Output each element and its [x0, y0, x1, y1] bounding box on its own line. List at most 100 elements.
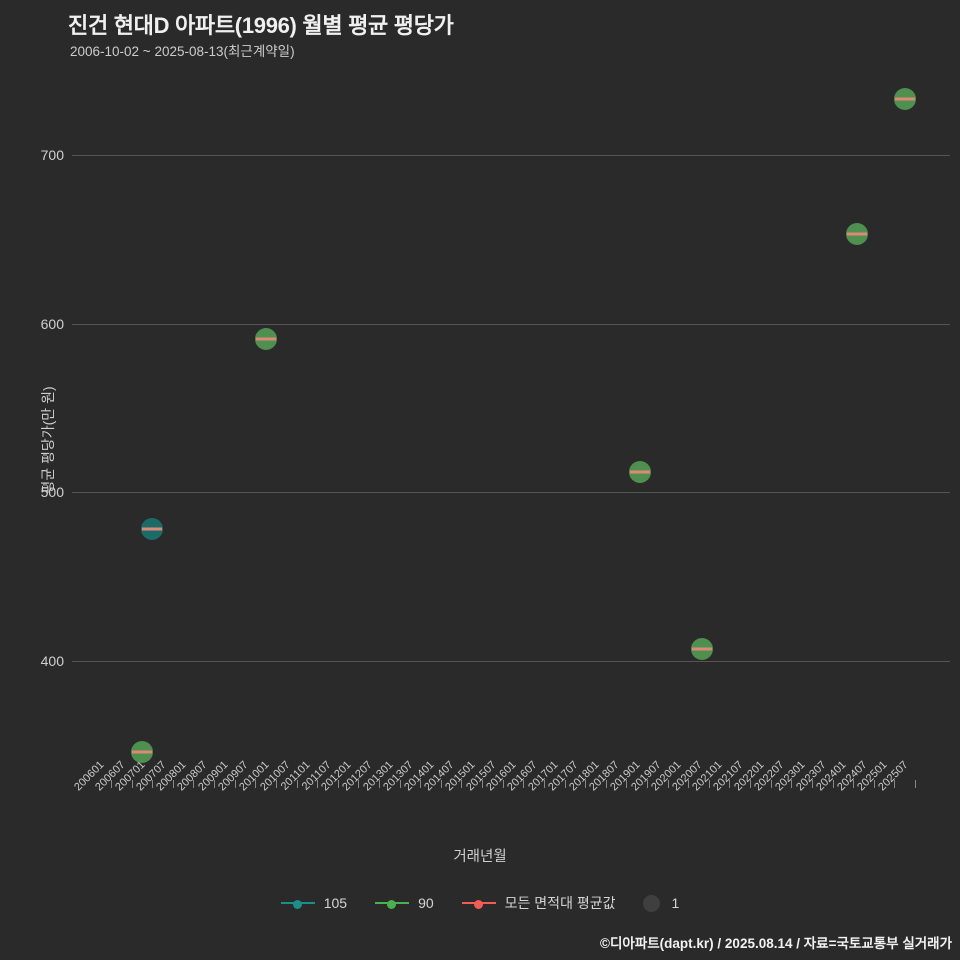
page-subtitle: 2006-10-02 ~ 2025-08-13(최근계약일): [70, 44, 295, 59]
x-tick-label: 201601: [484, 758, 519, 794]
x-tick: [894, 780, 896, 788]
x-tick-label: 200601: [72, 758, 107, 794]
x-tick-label: 202301: [773, 758, 808, 794]
average-marker: [691, 647, 712, 651]
x-tick-label: 201307: [381, 758, 416, 794]
legend-line-marker-icon: [461, 896, 496, 910]
x-tick-label: 202207: [752, 758, 787, 794]
x-tick-label: 200901: [195, 758, 231, 794]
x-tick: [296, 780, 298, 788]
data-point-90[interactable]: [690, 638, 713, 661]
x-tick: [647, 780, 648, 788]
y-tick-label: 400: [40, 653, 64, 669]
x-tick-label: 202401: [814, 758, 849, 794]
x-tick: [626, 780, 628, 788]
x-tick: [234, 780, 236, 788]
x-tick-label: 201107: [299, 758, 334, 793]
x-tick-label: 201807: [587, 758, 622, 794]
x-tick-label: 202307: [793, 758, 829, 794]
x-tick: [193, 780, 195, 788]
x-tick-label: 201707: [546, 758, 581, 794]
legend-item-2[interactable]: 90: [375, 895, 434, 911]
x-tick-label: 201907: [628, 758, 664, 794]
legend-item-3[interactable]: 모든 면적대 평균값: [461, 893, 616, 913]
x-tick-label: 201007: [257, 758, 293, 794]
x-tick-label: 202107: [711, 758, 746, 794]
x-tick-label: 200801: [154, 758, 190, 794]
x-tick: [688, 780, 690, 788]
x-tick: [915, 780, 916, 788]
legend-label: 1: [671, 895, 680, 911]
x-tick-label: 200607: [92, 758, 128, 794]
x-tick-label: 201207: [340, 758, 375, 794]
x-tick: [317, 780, 319, 788]
legend-label: 모든 면적대 평균값: [504, 895, 616, 911]
page-title: 진건 현대D 아파트(1996) 월별 평균 평당가: [68, 13, 454, 38]
x-tick: [770, 780, 772, 788]
data-point-90[interactable]: [254, 327, 277, 350]
legend-label: 105: [323, 895, 348, 911]
x-tick: [811, 780, 813, 788]
x-tick: [667, 780, 669, 788]
x-tick-label: 202507: [876, 758, 911, 794]
data-point-90[interactable]: [845, 223, 868, 246]
x-tick: [873, 780, 875, 788]
x-tick: [564, 780, 566, 788]
x-tick-label: 202407: [834, 758, 870, 794]
average-marker: [846, 232, 867, 236]
x-tick-label: 201607: [505, 758, 540, 794]
average-marker: [131, 750, 152, 754]
average-marker: [142, 527, 163, 531]
y-tick-label: 700: [40, 147, 64, 163]
chart-legend: 105 90 모든 면적대 평균값 1: [0, 893, 960, 913]
data-point-90[interactable]: [629, 461, 652, 484]
x-tick: [523, 780, 525, 788]
x-tick: [605, 780, 607, 788]
data-point-105[interactable]: [141, 518, 164, 541]
x-tick: [399, 780, 401, 788]
x-tick: [502, 780, 504, 788]
x-tick: [111, 780, 112, 788]
x-tick: [461, 780, 463, 788]
x-tick: [255, 780, 257, 788]
x-tick: [420, 780, 422, 788]
x-tick-label: 200807: [175, 758, 210, 794]
data-point-90[interactable]: [130, 741, 153, 764]
x-tick-label: 202501: [855, 758, 890, 794]
x-tick-label: 201301: [360, 758, 396, 794]
y-gridline: [72, 155, 950, 156]
average-marker: [255, 337, 276, 341]
footer-credit: ©디아파트(dapt.kr) / 2025.08.14 / 자료=국토교통부 실…: [600, 936, 952, 951]
x-tick: [152, 780, 154, 788]
x-tick: [750, 780, 752, 788]
x-tick: [275, 780, 277, 788]
x-tick-label: 201901: [608, 758, 643, 794]
x-tick: [543, 780, 545, 788]
x-tick-label: 202001: [649, 758, 684, 794]
x-tick-label: 202007: [669, 758, 705, 794]
legend-line-marker-icon: [280, 896, 315, 910]
x-tick: [791, 780, 793, 788]
legend-item-4[interactable]: 1: [643, 894, 680, 912]
x-tick-label: 201701: [525, 758, 561, 794]
x-tick-label: 201501: [443, 758, 478, 794]
y-tick-label: 600: [40, 315, 64, 332]
y-gridline: [72, 492, 950, 494]
x-tick-label: 201401: [401, 758, 437, 794]
x-tick: [832, 780, 834, 788]
x-tick-label: 201101: [278, 758, 313, 793]
legend-label: 90: [418, 895, 434, 911]
x-tick-label: 200701: [113, 758, 148, 794]
average-marker: [894, 97, 915, 101]
y-gridline: [72, 323, 950, 325]
x-tick-label: 202201: [731, 758, 767, 794]
legend-item-1[interactable]: 105: [280, 895, 348, 911]
x-tick: [214, 780, 216, 788]
data-point-90[interactable]: [893, 88, 916, 111]
y-gridline: [72, 661, 950, 662]
x-tick-label: 202101: [690, 758, 726, 794]
x-tick: [482, 780, 484, 788]
legend-size-dot-icon: [643, 894, 661, 912]
